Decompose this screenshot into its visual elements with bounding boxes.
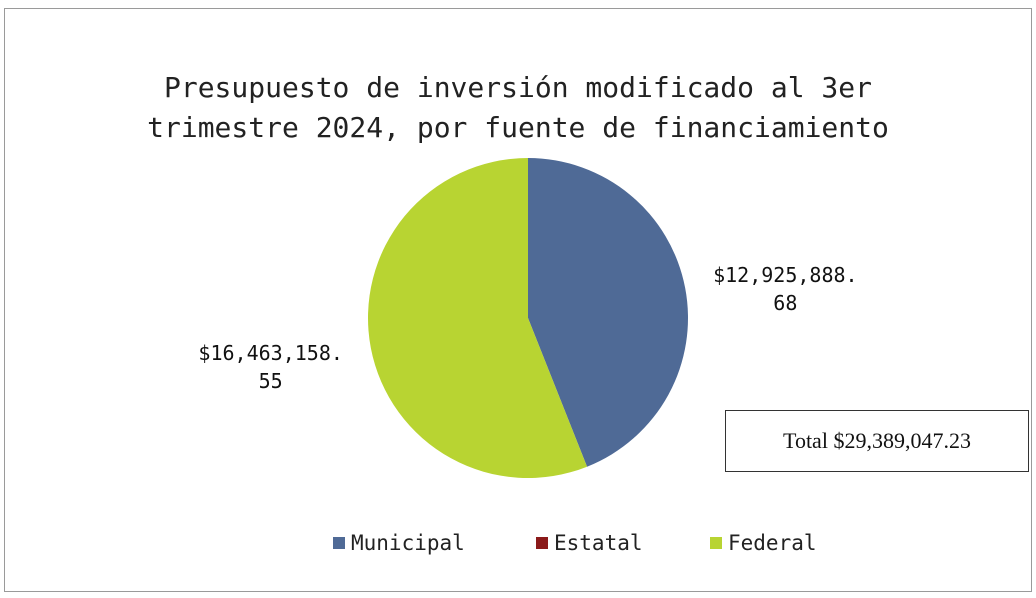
pie-slice [528,158,688,467]
annotation: Total $29,389,047.23 [725,410,1029,472]
data-label: $16,463,158.55 [198,341,343,394]
chart-title: Presupuesto de inversión modificado al 3… [147,71,889,144]
pie-slice [368,158,588,479]
legend-label: Estatal [554,531,643,555]
legend-swatch [333,537,345,549]
legend-label: Federal [728,531,817,555]
data-label: $12,925,888.68 [713,262,858,315]
chart-frame [4,8,1032,592]
legend-swatch [710,537,722,549]
legend-label: Municipal [351,531,465,555]
legend-swatch [536,537,548,549]
